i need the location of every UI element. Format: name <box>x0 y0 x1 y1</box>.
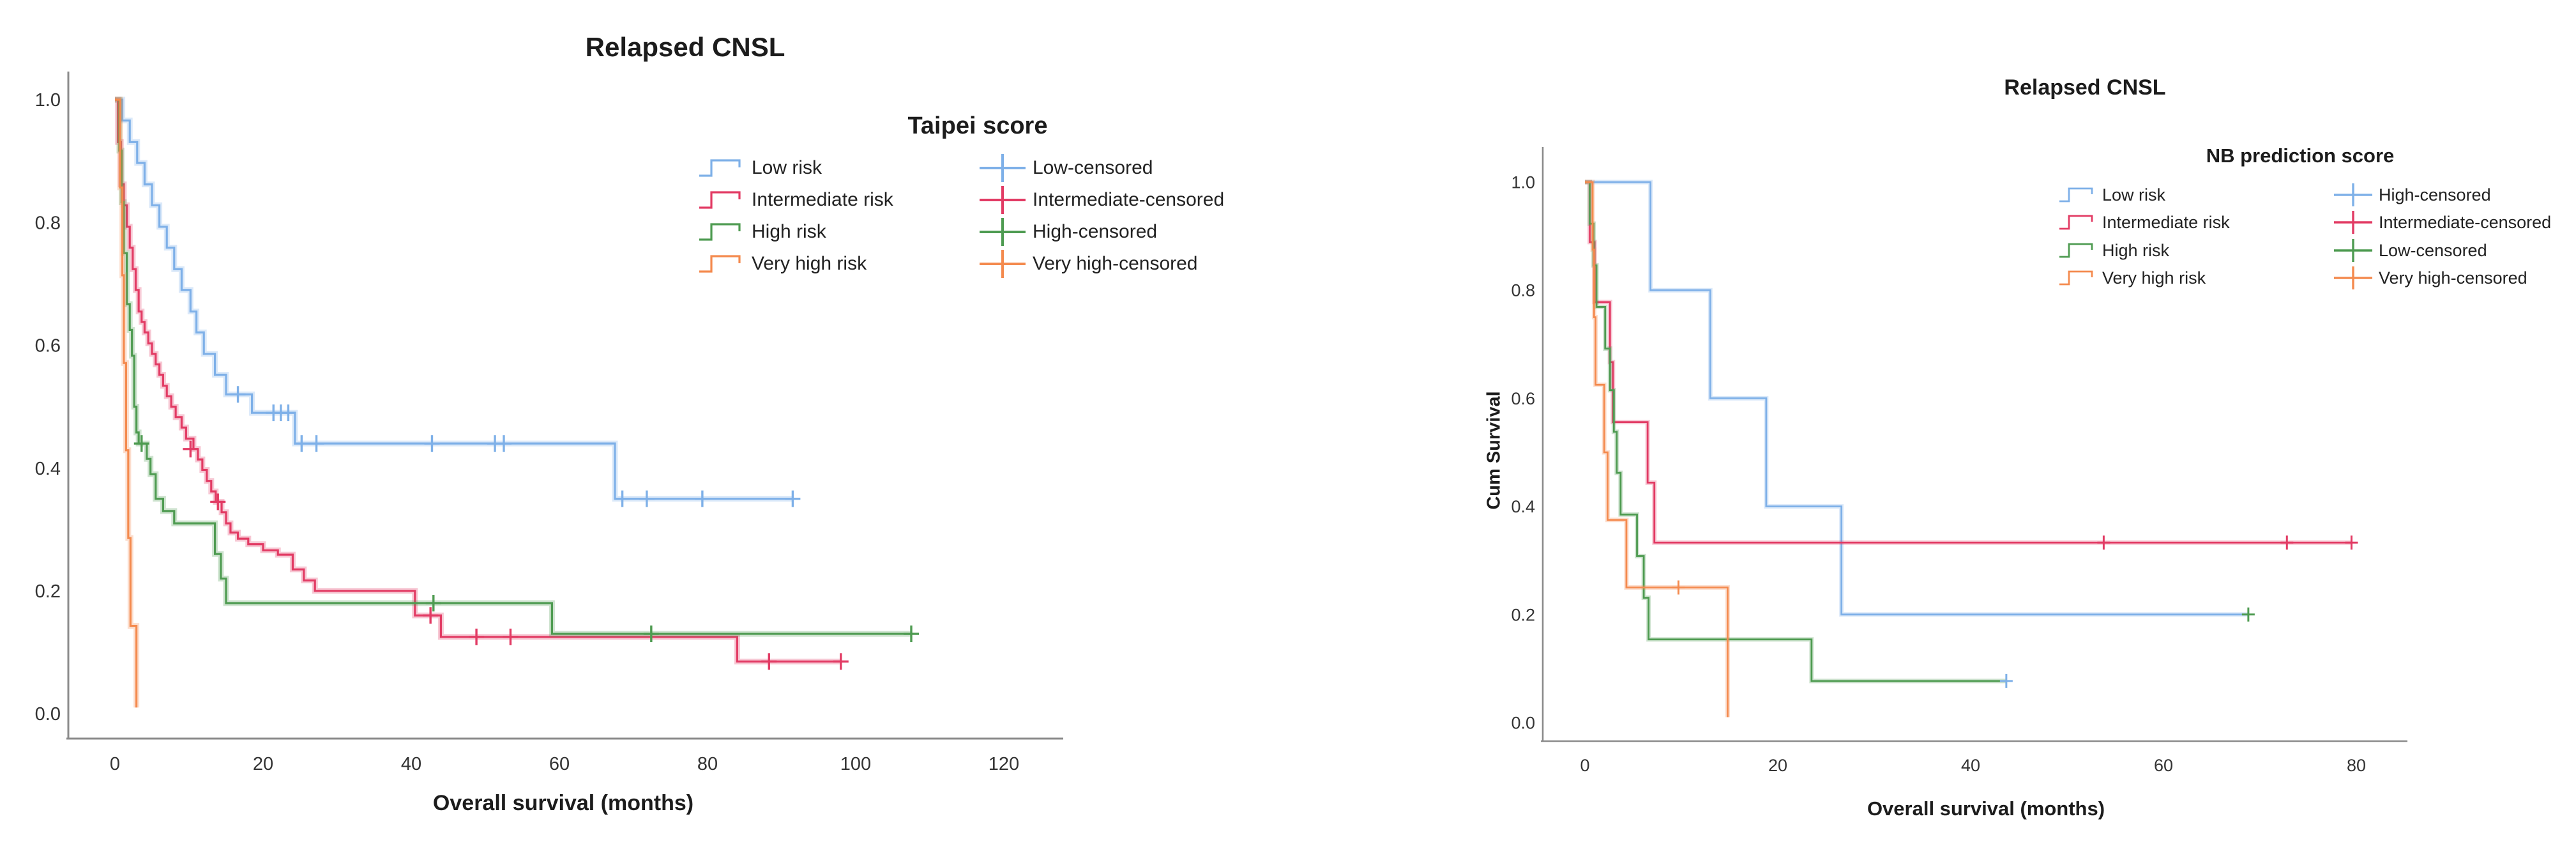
legend-label: High risk <box>752 221 826 242</box>
censor-marks-high-risk <box>133 435 919 643</box>
legend-label: Intermediate-censored <box>2379 212 2552 232</box>
legend-item-low-censored: Low-censored <box>2333 238 2487 263</box>
km-plot-nb: 0.0 0.2 0.4 0.6 0.8 1.0 0 20 40 60 80 <box>1511 147 2407 775</box>
survival-curve-very-high-risk <box>115 98 138 708</box>
legend-label: Very high-censored <box>1033 253 1198 274</box>
legend-item-very-high-censored: Very high-censored <box>978 249 1198 279</box>
censor-marks-high-risk <box>1999 673 2013 688</box>
x-tick-label: 40 <box>1961 756 1980 775</box>
legend-key-censored-plus-icon <box>2334 266 2372 289</box>
censor-marks-low-risk <box>230 386 801 507</box>
legend-item-intermediate-risk: Intermediate risk <box>699 187 893 213</box>
censor-marks-intermediate-risk <box>2097 535 2358 550</box>
y-tick-label: 0.4 <box>1511 497 1535 516</box>
y-tick-label: 0.8 <box>1511 281 1535 300</box>
legend-label: High-censored <box>2379 185 2491 204</box>
legend-label: Low-censored <box>2379 240 2487 260</box>
x-tick-label: 100 <box>840 754 871 774</box>
legend-label: Low-censored <box>1033 157 1153 178</box>
legend-item-intermediate-censored: Intermediate-censored <box>2333 210 2551 235</box>
legend-label: Low risk <box>752 157 822 178</box>
legend-title: NB prediction score <box>2206 144 2395 167</box>
x-tick-label: 80 <box>2347 756 2366 775</box>
survival-curve-very-high-risk <box>1585 181 1729 717</box>
legend-key-censored-plus-icon <box>980 250 1026 278</box>
legend-key-censored-plus-icon <box>980 186 1026 214</box>
y-tick-label: 0.2 <box>35 581 61 602</box>
y-tick-label: 0.2 <box>1511 605 1535 624</box>
legend-item-high-censored: High-censored <box>2333 182 2491 208</box>
x-tick-label: 60 <box>549 754 570 774</box>
y-tick-label: 1.0 <box>1511 173 1535 192</box>
km-plot-taipei: 0.0 0.2 0.4 0.6 0.8 1.0 0 20 40 60 80 100 120 <box>35 72 1063 774</box>
legend-item-low-risk: Low risk <box>2059 184 2165 206</box>
legend-label: Intermediate risk <box>2102 212 2230 232</box>
legend-label: Very high risk <box>2102 268 2206 288</box>
x-tick-label: 120 <box>989 754 1019 774</box>
legend-item-low-censored: Low-censored <box>978 153 1153 183</box>
legend-title: Taipei score <box>907 112 1048 139</box>
legend-key-censored-plus-icon <box>980 218 1026 246</box>
legend-item-very-high-risk: Very high risk <box>2059 267 2206 289</box>
x-tick-label: 0 <box>110 754 120 774</box>
chart-title: Relapsed CNSL <box>2004 75 2166 100</box>
survival-curve-low-risk <box>1585 181 2248 616</box>
legend-label: Very high risk <box>752 253 867 274</box>
legend-item-intermediate-risk: Intermediate risk <box>2059 211 2230 233</box>
legend-key-censored-plus-icon <box>2334 211 2372 234</box>
legend-item-high-risk: High risk <box>2059 240 2169 261</box>
x-axis-title: Overall survival (months) <box>1867 797 2105 820</box>
legend-item-very-high-risk: Very high risk <box>699 251 867 277</box>
legend-key-step-icon <box>2059 215 2093 230</box>
legend-label: Intermediate risk <box>752 189 893 210</box>
legend-key-step-icon <box>2059 270 2093 286</box>
legend-label: High risk <box>2102 240 2170 260</box>
legend-key-step-icon <box>699 159 741 177</box>
legend-key-step-icon <box>2059 243 2093 258</box>
y-tick-label: 0.0 <box>1511 713 1535 732</box>
censor-marks-intermediate-risk <box>183 440 849 670</box>
legend: Low risk High-censored Intermediate risk In… <box>1469 0 2576 844</box>
legend-label: Low risk <box>2102 185 2166 204</box>
y-tick-label: 0.6 <box>1511 389 1535 408</box>
legend-key-step-icon <box>699 223 741 241</box>
x-axis-title: Overall survival (months) <box>432 791 694 815</box>
km-chart-taipei-score: 0.0 0.2 0.4 0.6 0.8 1.0 0 20 40 60 80 100 120 Relaps… <box>0 0 1277 844</box>
censor-marks-very-high-risk <box>1672 580 1685 595</box>
x-tick-label: 20 <box>253 754 273 774</box>
y-tick-label: 0.8 <box>35 213 61 233</box>
legend-key-step-icon <box>699 255 741 273</box>
legend-item-high-censored: High-censored <box>978 217 1157 247</box>
survival-curve-intermediate-risk <box>115 98 841 663</box>
y-tick-label: 1.0 <box>35 90 61 111</box>
legend-key-censored-plus-icon <box>980 154 1026 182</box>
censor-marks-low-risk <box>2241 607 2255 622</box>
legend-key-step-icon <box>699 191 741 209</box>
legend-label: Very high-censored <box>2379 268 2527 288</box>
survival-curve-intermediate-risk <box>1585 181 2352 544</box>
legend-key-censored-plus-icon <box>2334 183 2372 206</box>
x-tick-label: 60 <box>2154 756 2173 775</box>
legend: Low risk Low-censored Intermediate risk Int… <box>0 0 1277 844</box>
legend-label: Intermediate-censored <box>1033 189 1225 210</box>
km-chart-nb-prediction-score: 0.0 0.2 0.4 0.6 0.8 1.0 0 20 40 60 80 Relapsed CNS… <box>1469 0 2576 844</box>
legend-key-step-icon <box>2059 187 2093 203</box>
chart-title: Relapsed CNSL <box>585 32 785 62</box>
legend-item-high-risk: High risk <box>699 219 826 245</box>
y-tick-label: 0.4 <box>35 459 61 479</box>
y-tick-label: 0.6 <box>35 336 61 357</box>
legend-label: High-censored <box>1033 221 1158 242</box>
legend-key-censored-plus-icon <box>2334 239 2372 262</box>
legend-item-intermediate-censored: Intermediate-censored <box>978 185 1224 215</box>
x-tick-label: 20 <box>1768 756 1787 775</box>
legend-item-very-high-censored: Very high-censored <box>2333 265 2527 291</box>
x-tick-label: 0 <box>1580 756 1589 775</box>
y-tick-label: 0.0 <box>35 704 61 725</box>
legend-item-low-risk: Low risk <box>699 155 822 181</box>
x-tick-label: 80 <box>697 754 718 774</box>
x-tick-label: 40 <box>401 754 421 774</box>
survival-curve-low-risk <box>115 98 793 500</box>
